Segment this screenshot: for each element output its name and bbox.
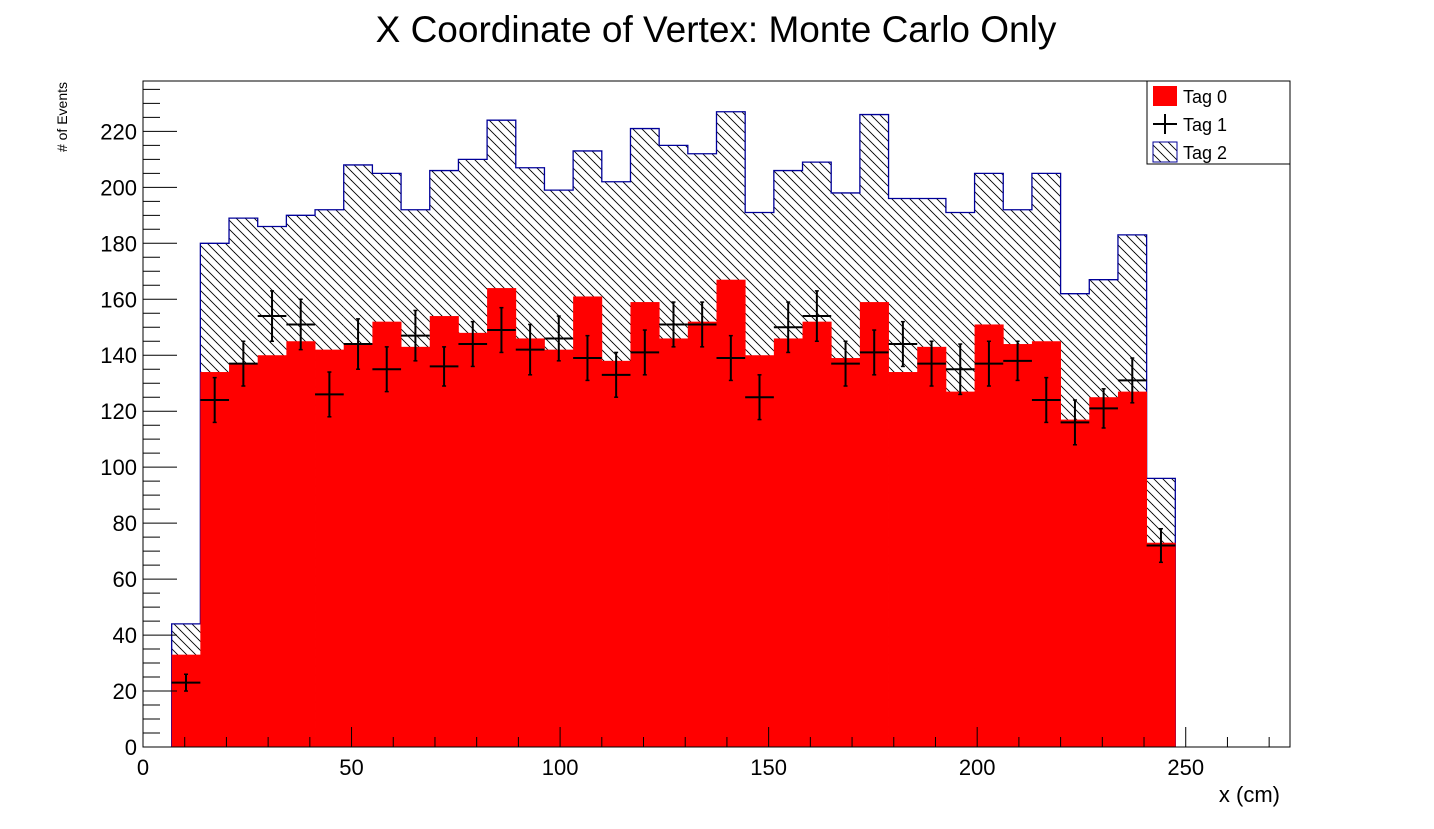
tag0-bar	[229, 363, 259, 747]
tag1-point	[601, 351, 631, 398]
tag1-point	[687, 301, 717, 348]
tag0-bar	[945, 391, 975, 747]
tag0-bar	[745, 355, 775, 747]
tag1-point	[458, 320, 488, 368]
chart-title: X Coordinate of Vertex: Monte Carlo Only	[376, 9, 1057, 50]
tag0-bar	[401, 346, 431, 747]
tag0-bar	[544, 349, 574, 747]
x-tick-label: 250	[1167, 755, 1204, 780]
tag1-point	[888, 320, 918, 368]
legend-swatch-tag2	[1152, 141, 1178, 163]
tag0-bar	[515, 338, 545, 747]
y-axis-label: # of Events	[54, 82, 70, 152]
tag0-bar	[601, 360, 631, 747]
y-tick-label: 180	[100, 231, 137, 256]
y-tick-label: 60	[113, 567, 137, 592]
tag0-bar	[429, 316, 459, 747]
x-tick-label: 200	[959, 755, 996, 780]
plot-frame	[142, 80, 1291, 748]
tag1-point	[630, 329, 660, 376]
tag0-bar	[974, 324, 1004, 747]
tag1-point	[171, 673, 201, 692]
y-tick-label: 200	[100, 175, 137, 200]
tag1-point	[286, 298, 316, 351]
tag1-point	[1089, 388, 1118, 429]
tag0-bar	[1146, 542, 1176, 747]
tag1-point	[859, 329, 889, 376]
tag1-point	[515, 323, 545, 376]
tag1-point	[429, 346, 459, 387]
tag1-point	[229, 340, 258, 387]
tag0-bar	[659, 338, 689, 747]
tag0-bar	[1003, 344, 1033, 747]
tag0-bar	[859, 302, 889, 747]
tag1-point	[487, 306, 516, 354]
tag1-point	[917, 340, 946, 387]
tag0-bar	[687, 321, 717, 747]
tag0-bar	[1089, 397, 1119, 747]
y-tick-label: 100	[100, 455, 137, 480]
tag1-point	[343, 318, 373, 370]
tag0-bar	[257, 355, 287, 747]
y-tick-label: 140	[100, 343, 137, 368]
y-tick-label: 160	[100, 287, 137, 312]
y-tick-label: 0	[125, 735, 137, 760]
y-tick-label: 80	[113, 511, 137, 536]
tag1-point	[200, 376, 230, 424]
tag0-bar	[888, 372, 918, 747]
tag0-bar	[372, 321, 402, 747]
tag0-bar	[630, 302, 660, 747]
x-tick-label: 0	[137, 755, 149, 780]
tag1-point	[1060, 399, 1090, 446]
tag1-point	[1003, 340, 1032, 382]
tag1-point	[716, 334, 746, 382]
tag1-point	[1146, 527, 1176, 564]
legend-label-tag1: Tag 1	[1183, 115, 1227, 135]
tag0-bar	[343, 344, 373, 747]
tag1-point	[802, 290, 832, 342]
tag1-point	[544, 315, 574, 362]
tag1-point	[745, 374, 774, 421]
tag0-bar	[286, 341, 316, 747]
tag0-bar	[802, 321, 832, 747]
y-tick-label: 220	[100, 119, 137, 144]
tag1-point	[573, 334, 602, 382]
legend-swatch-tag0	[1153, 86, 1177, 106]
axes: 0 20 40 60 80 100 120 140 160 180 200 220 0 50 100 150 2…	[100, 80, 1291, 780]
tag1-point	[831, 340, 860, 387]
tag1-point	[659, 301, 688, 348]
tag0-bar	[171, 654, 201, 747]
tag1-point	[372, 346, 402, 393]
tag1-point	[401, 309, 430, 362]
tag0-bar	[1060, 419, 1090, 747]
legend-swatch-tag1	[1153, 114, 1177, 134]
x-tick-label: 150	[750, 755, 787, 780]
x-tick-label: 50	[339, 755, 363, 780]
legend-label-tag0: Tag 0	[1183, 87, 1227, 107]
tag1-point	[773, 301, 803, 354]
tag2-outline	[171, 111, 1176, 747]
y-tick-label: 120	[100, 399, 137, 424]
legend: Tag 0 Tag 1 Tag 2	[1146, 80, 1291, 165]
tag1-point	[257, 290, 287, 342]
tag0-bar	[1117, 391, 1148, 747]
tag0-bar	[831, 358, 861, 747]
x-tick-label: 100	[542, 755, 579, 780]
y-tick-label: 20	[113, 679, 137, 704]
tag0-bar	[773, 338, 803, 747]
y-tick-label: 40	[113, 623, 137, 648]
legend-label-tag2: Tag 2	[1183, 143, 1227, 163]
tag0-bar	[917, 346, 947, 747]
tag1-point	[1031, 376, 1061, 424]
tag1-point	[315, 371, 344, 418]
tag1-point	[1117, 357, 1147, 404]
tag0-bar	[200, 372, 230, 747]
tag0-bar	[458, 332, 488, 747]
plot-area	[171, 111, 1176, 748]
tag1-point	[974, 340, 1004, 387]
x-axis-label: x (cm)	[1219, 782, 1280, 807]
tag0-bar	[487, 288, 517, 747]
tag1-point	[945, 343, 975, 396]
